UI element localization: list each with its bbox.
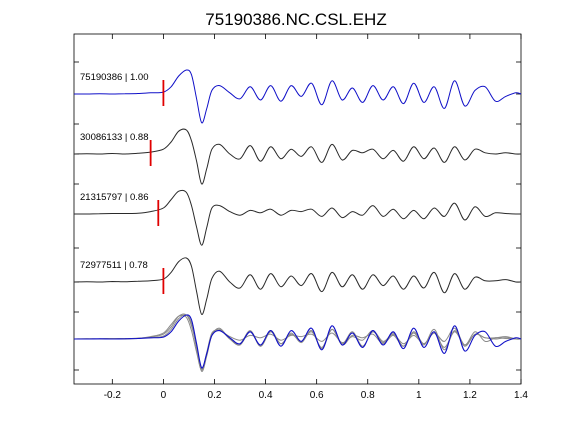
overlay-stack <box>73 313 522 372</box>
trace-stack: 75190386 | 1.00 30086133 | 0.88 21315797 |… <box>73 69 522 315</box>
trace-label: 75190386 | 1.00 <box>80 72 149 83</box>
x-tick-label: -0.2 <box>104 390 122 401</box>
x-tick-label: 0.2 <box>208 390 222 401</box>
x-tick-label: 0.8 <box>361 390 375 401</box>
x-tick-label: 0.4 <box>259 390 273 401</box>
trace-line <box>74 189 522 246</box>
trace-label: 21315797 | 0.86 <box>80 192 149 203</box>
overlay-reference-trace <box>74 314 522 369</box>
trace-line <box>73 128 522 185</box>
overlay-trace <box>74 314 522 371</box>
plot-area <box>73 33 522 385</box>
chart-title: 75190386.NC.CSL.EHZ <box>205 10 386 29</box>
overlay-trace <box>73 313 522 370</box>
x-axis: -0.2 0 0.2 0.4 0.6 0.8 1 1.2 1.4 <box>104 34 528 401</box>
trace-line <box>74 69 522 124</box>
x-tick-label: 0.6 <box>310 390 324 401</box>
trace-label: 30086133 | 0.88 <box>80 132 149 143</box>
overlay-trace <box>73 314 522 372</box>
trace-line <box>73 257 522 315</box>
y-axis-ticks <box>74 61 521 371</box>
x-tick-label: 1.2 <box>463 390 477 401</box>
x-tick-label: 1 <box>416 390 422 401</box>
x-tick-label: 0 <box>161 390 167 401</box>
axes-frame <box>73 33 522 385</box>
trace-label: 72977511 | 0.78 <box>80 260 148 271</box>
x-tick-label: 1.4 <box>514 390 528 401</box>
